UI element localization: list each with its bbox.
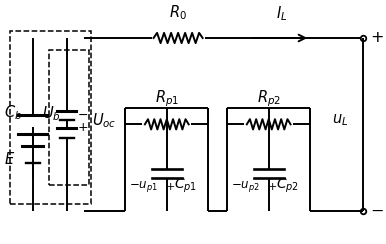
Text: $-$: $-$: [370, 203, 384, 218]
Text: $C_{p1}$: $C_{p1}$: [174, 177, 197, 195]
Text: $+$: $+$: [267, 181, 277, 192]
Text: $-u_{p2}$: $-u_{p2}$: [231, 179, 260, 194]
Text: $C_{p2}$: $C_{p2}$: [276, 177, 299, 195]
Text: $U_{oc}$: $U_{oc}$: [92, 112, 117, 130]
Text: $E$: $E$: [5, 151, 16, 167]
Text: $R_{p2}$: $R_{p2}$: [257, 89, 281, 109]
Text: $R_{p1}$: $R_{p1}$: [155, 89, 179, 109]
Bar: [10, 31, 91, 204]
Text: $R_0$: $R_0$: [169, 3, 187, 22]
Text: $+$: $+$: [77, 122, 88, 134]
Text: $+$: $+$: [370, 30, 384, 45]
Text: $u_L$: $u_L$: [332, 112, 348, 128]
Text: $U_b$: $U_b$: [42, 104, 61, 123]
Bar: [49, 50, 89, 185]
Text: $+$: $+$: [165, 181, 175, 192]
Text: $C_b$: $C_b$: [5, 103, 23, 122]
Text: $-$: $-$: [77, 108, 88, 121]
Text: $I_L$: $I_L$: [276, 4, 288, 23]
Text: $-u_{p1}$: $-u_{p1}$: [129, 179, 158, 194]
